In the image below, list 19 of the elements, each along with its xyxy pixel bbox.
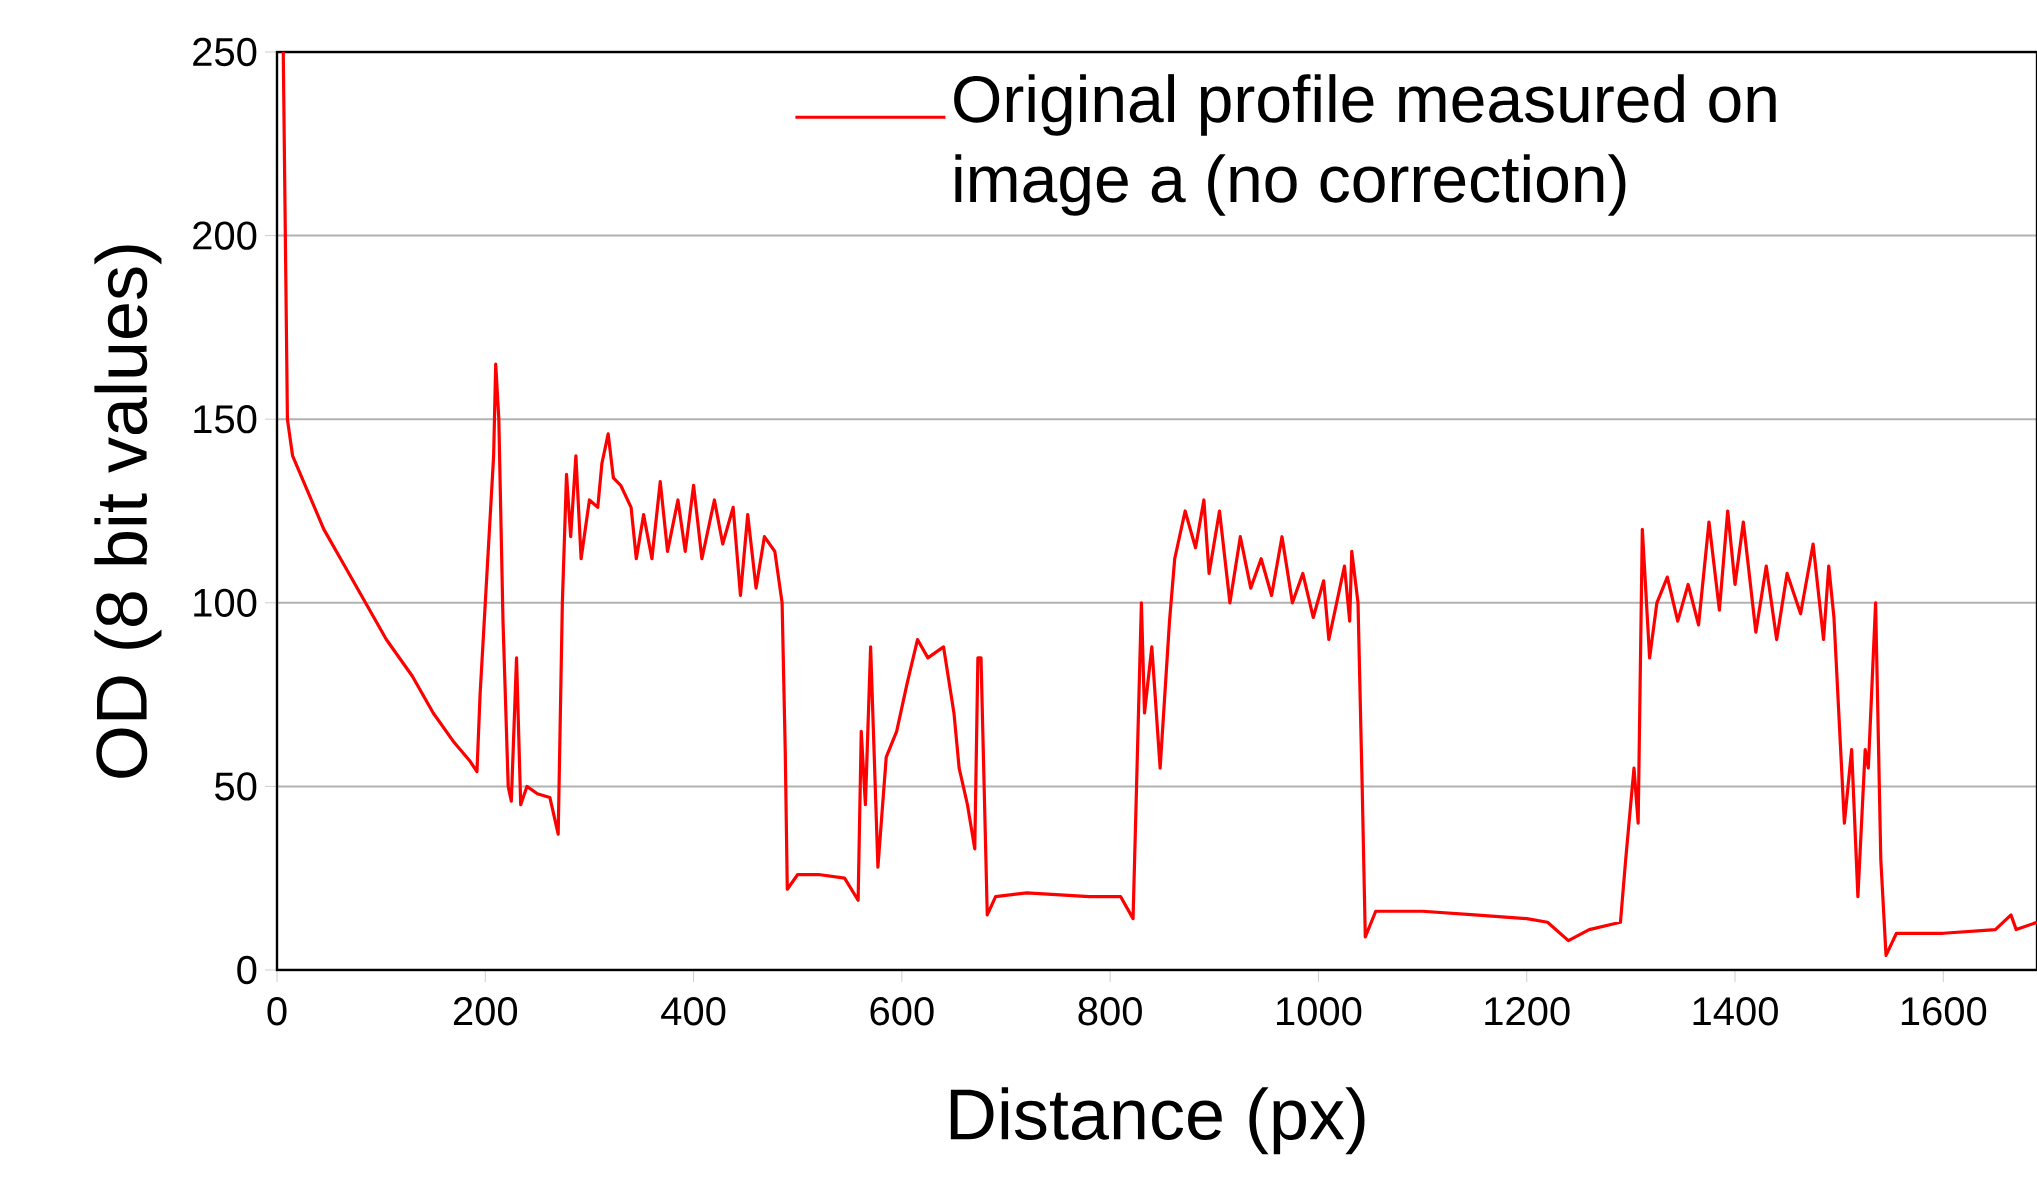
y-tick-label: 200	[193, 221, 257, 250]
x-tick-label: 1200	[1485, 997, 1570, 1026]
x-tick-label: 800	[1078, 997, 1142, 1026]
line-series	[281, 51, 2037, 957]
y-tick-label: 50	[215, 772, 257, 801]
x-axis-title: Distance (px)	[950, 1087, 1365, 1155]
y-tick-label: 150	[194, 405, 257, 434]
x-tick-label: 1600	[1901, 997, 1987, 1026]
y-axis-title: OD (8 bit values)	[94, 245, 162, 778]
legend-label: Original profile measured on image a (no correction)	[954, 74, 1776, 216]
x-tick-label: 200	[453, 997, 518, 1026]
x-tick-label: 1400	[1693, 997, 1778, 1026]
x-tick-label: 600	[870, 997, 934, 1026]
y-tick-label: 100	[194, 588, 257, 617]
y-tick-label: 250	[193, 37, 257, 67]
x-tick-label: 0	[267, 997, 287, 1026]
x-tick-label: 1000	[1276, 997, 1362, 1026]
y-tick-label: 0	[237, 955, 257, 985]
x-tick-label: 400	[661, 997, 726, 1026]
